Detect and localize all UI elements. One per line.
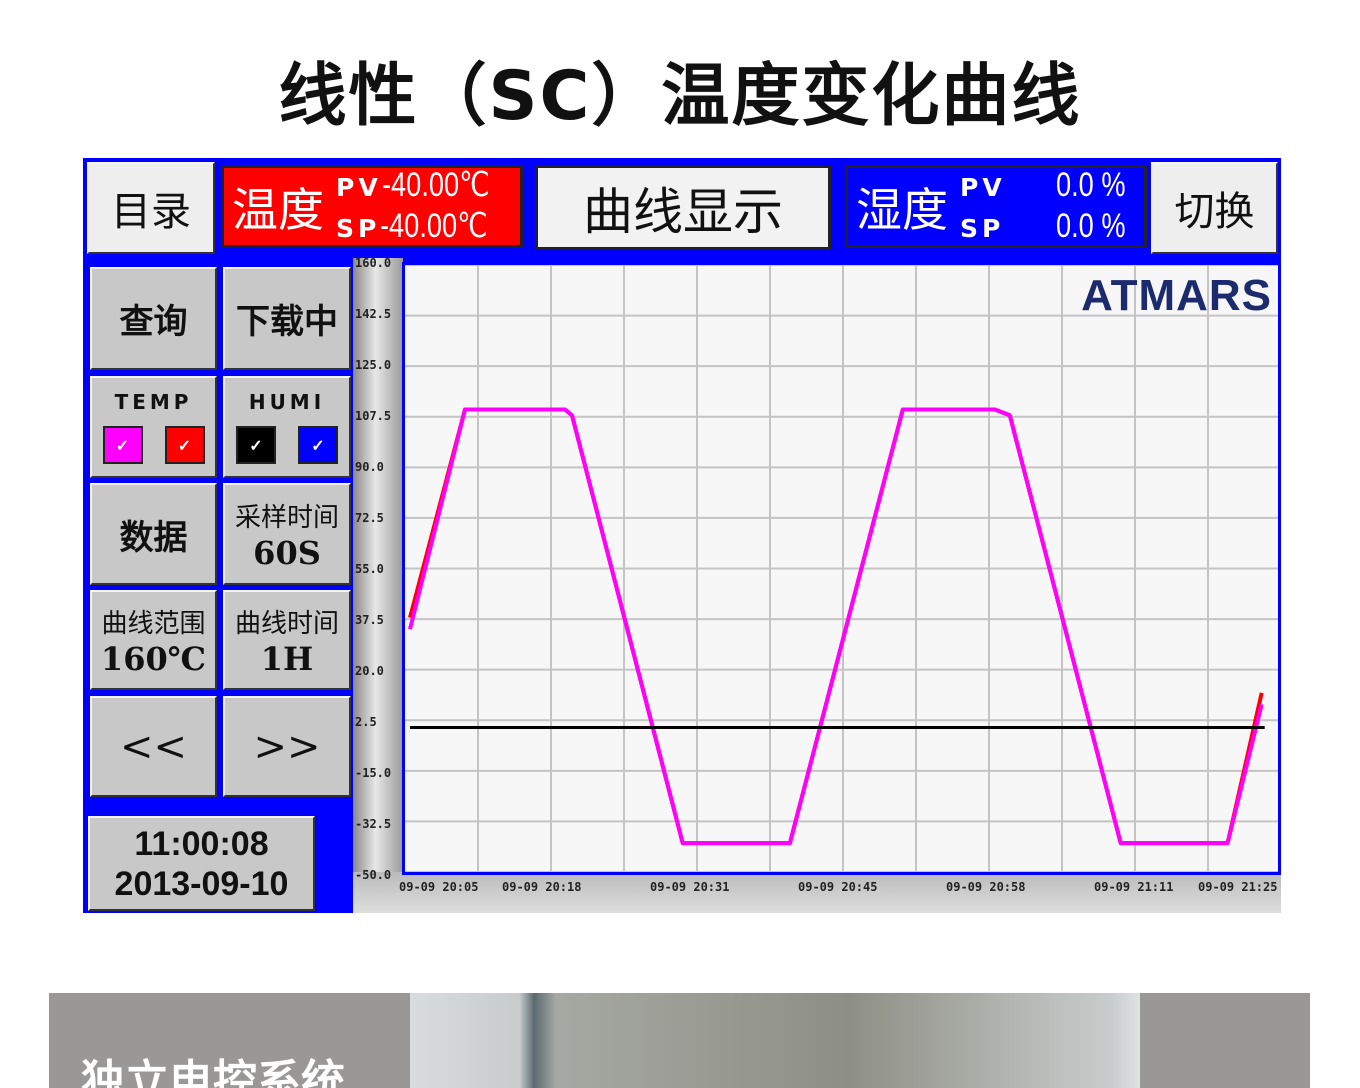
temp-label: 温度 (232, 182, 324, 237)
y-tick-label: -32.5 (355, 817, 392, 831)
download-button[interactable]: 下载中 (223, 267, 351, 370)
temp-pv-check-icon[interactable]: ✓ (164, 426, 205, 464)
x-tick-label: 09-09 21:25 (1198, 880, 1278, 894)
humi-pv-value: 0.0 % (1056, 165, 1126, 204)
x-tick-label: 09-09 20:18 (502, 880, 582, 894)
y-tick-label: -15.0 (355, 766, 392, 780)
humi-label: 湿度 (856, 182, 948, 237)
pv-label: PV (960, 172, 1006, 202)
x-tick-label: 09-09 20:31 (650, 880, 730, 894)
x-axis-strip (353, 872, 1281, 913)
query-button[interactable]: 查询 (90, 267, 217, 370)
humi-sp-check-icon[interactable]: ✓ (298, 426, 338, 464)
y-tick-label: 107.5 (355, 409, 392, 423)
atmars-logo: ATMARS (1081, 271, 1272, 320)
bottom-banner: 独立电控系统 (49, 993, 1310, 1088)
x-tick-label: 09-09 20:58 (946, 880, 1026, 894)
control-cabinet-image (410, 993, 1140, 1088)
prev-button[interactable]: << (90, 696, 217, 797)
curve-range-value: 160℃ (100, 639, 207, 678)
chart-plot: ATMARS (402, 262, 1281, 875)
temp-pv-value: -40.00℃ (381, 165, 490, 204)
temp-sp-check-icon[interactable]: ✓ (102, 426, 143, 464)
y-tick-label: 72.5 (355, 511, 384, 525)
data-button[interactable]: 数据 (90, 483, 217, 585)
y-tick-label: 125.0 (355, 358, 392, 372)
humidity-panel: 湿度 PV 0.0 % SP 0.0 % (845, 165, 1147, 248)
humi-pv-check-icon[interactable]: ✓ (236, 426, 276, 464)
y-tick-label: 55.0 (355, 562, 384, 576)
humi-toggle-label: HUMI (248, 390, 326, 414)
y-tick-label: -50.0 (355, 868, 392, 882)
next-button[interactable]: >> (223, 696, 351, 797)
x-tick-label: 09-09 21:11 (1094, 880, 1174, 894)
clock-date: 2013-09-10 (114, 864, 289, 903)
y-axis-strip (353, 258, 403, 913)
sp-label: SP (960, 213, 1005, 243)
temp-sp-line (408, 407, 1264, 846)
banner-title: 独立电控系统 (81, 1056, 345, 1088)
y-tick-label: 2.5 (355, 715, 377, 729)
y-tick-label: 37.5 (355, 613, 384, 627)
x-tick-label: 09-09 20:05 (399, 880, 479, 894)
curve-time-value: 1H (260, 639, 314, 678)
sp-label: SP (336, 213, 381, 243)
clock-display: 11:00:08 2013-09-10 (88, 816, 315, 911)
temperature-panel: 温度 PV -40.00℃ SP -40.00℃ (221, 165, 523, 248)
curve-display-button[interactable]: 曲线显示 (535, 165, 831, 250)
curve-range-label: 曲线范围 (101, 608, 206, 639)
page-title: 线性（SC）温度变化曲线 (278, 57, 1082, 136)
sample-time-label: 采样时间 (234, 502, 339, 533)
humi-sp-value: 0.0 % (1056, 206, 1126, 245)
temp-pv-line (408, 407, 1264, 846)
y-tick-label: 20.0 (355, 664, 384, 678)
switch-button[interactable]: 切换 (1151, 162, 1278, 254)
menu-button[interactable]: 目录 (87, 162, 215, 254)
curve-time-button[interactable]: 曲线时间 1H (223, 590, 351, 690)
temp-sp-value: -40.00℃ (380, 206, 489, 245)
clock-time: 11:00:08 (134, 824, 269, 863)
temperature-chart (405, 265, 1278, 872)
curve-time-label: 曲线时间 (234, 608, 339, 639)
temp-toggle[interactable]: TEMP ✓ ✓ (90, 376, 217, 478)
temp-toggle-label: TEMP (114, 390, 193, 414)
sample-time-button[interactable]: 采样时间 60S (223, 483, 351, 585)
y-tick-label: 160.0 (355, 256, 392, 270)
y-tick-label: 142.5 (355, 307, 392, 321)
y-tick-label: 90.0 (355, 460, 384, 474)
curve-range-button[interactable]: 曲线范围 160℃ (90, 590, 217, 690)
pv-label: PV (336, 172, 382, 202)
x-tick-label: 09-09 20:45 (798, 880, 878, 894)
humi-toggle[interactable]: HUMI ✓ ✓ (223, 376, 351, 478)
sample-time-value: 60S (253, 533, 321, 572)
